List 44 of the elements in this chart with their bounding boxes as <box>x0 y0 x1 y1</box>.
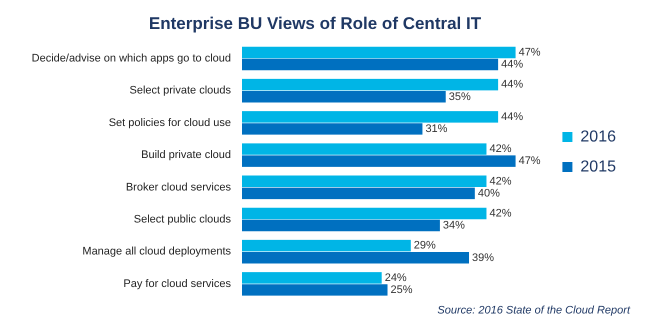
y-tick-label: Select private clouds <box>130 84 232 97</box>
bar <box>242 176 486 187</box>
data-label: 42% <box>489 175 512 188</box>
bar <box>242 208 486 220</box>
data-label: 31% <box>425 122 448 135</box>
source-note: Source: 2016 State of the Cloud Report <box>437 304 631 317</box>
bar <box>242 155 516 167</box>
y-tick-label: Manage all cloud deployments <box>82 246 232 258</box>
y-tick-label: Decide/advise on which apps go to cloud <box>32 52 231 65</box>
data-label: 25% <box>390 284 413 296</box>
y-tick-label: Pay for cloud services <box>123 278 232 290</box>
data-label: 44% <box>501 58 524 71</box>
data-label: 24% <box>384 272 407 284</box>
data-label: 34% <box>442 220 466 232</box>
y-tick-label: Set policies for cloud use <box>108 116 231 129</box>
bar <box>242 272 382 284</box>
bar <box>242 58 498 70</box>
data-label: 42% <box>489 143 512 156</box>
bar <box>242 284 388 296</box>
data-label: 42% <box>489 207 512 220</box>
bar <box>242 240 411 252</box>
data-label: 35% <box>448 90 471 103</box>
data-label: 39% <box>472 252 494 264</box>
bar <box>242 188 475 200</box>
bar <box>242 46 516 58</box>
y-tick-label: Broker cloud services <box>126 181 232 194</box>
data-label: 47% <box>518 155 541 168</box>
data-label: 44% <box>501 110 524 123</box>
bar <box>242 91 446 102</box>
bar <box>242 78 498 90</box>
data-label: 40% <box>478 187 500 200</box>
data-label: 44% <box>501 78 524 91</box>
bar <box>242 123 422 135</box>
data-label: 29% <box>414 240 436 252</box>
y-tick-label: Select public clouds <box>134 214 232 226</box>
bar <box>242 143 486 155</box>
legend-label: 2015 <box>580 158 616 176</box>
legend-label: 2016 <box>580 128 616 146</box>
bar <box>242 111 498 123</box>
data-label: 47% <box>518 46 541 58</box>
bar <box>242 252 470 264</box>
y-tick-label: Build private cloud <box>141 149 231 162</box>
chart-title: Enterprise BU Views of Role of Central IT <box>148 14 482 33</box>
bar <box>242 220 440 232</box>
